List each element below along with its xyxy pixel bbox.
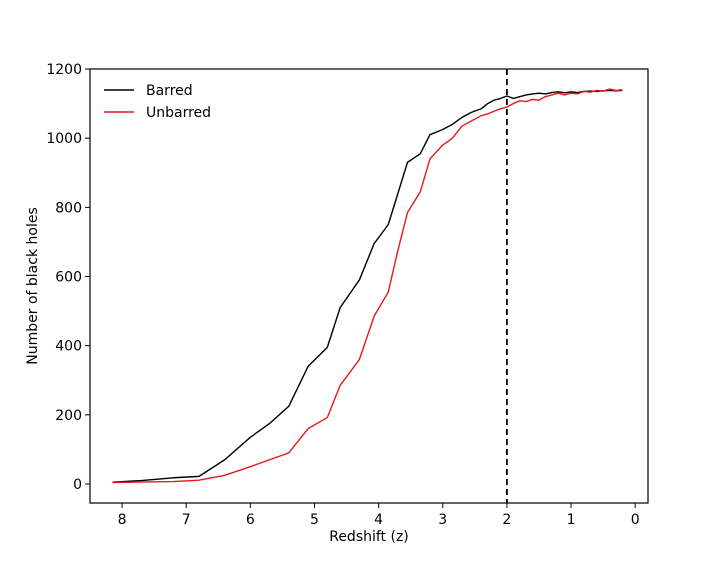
plot-frame: [89, 68, 649, 504]
x-tick-label: 4: [374, 512, 383, 528]
y-axis-title: Number of black holes: [25, 207, 41, 364]
series-lines: [112, 88, 623, 484]
y-tick-label: 0: [73, 477, 82, 493]
y-tick-label: 600: [55, 269, 82, 285]
x-tick-label: 0: [631, 512, 640, 528]
x-axis-title: Redshift (z): [329, 529, 409, 545]
series-line-unbarred: [112, 88, 623, 484]
x-tick-label: 6: [246, 512, 255, 528]
x-tick-label: 8: [118, 512, 127, 528]
y-axis: 0 200 400 600 800 1000 1200: [46, 62, 90, 493]
x-tick-label: 7: [182, 512, 191, 528]
x-axis: 8 7 6 5 4 3 2 1 0: [118, 503, 640, 528]
y-tick-label: 400: [55, 339, 82, 355]
legend-label-barred: Barred: [146, 83, 193, 99]
x-tick-label: 2: [502, 512, 511, 528]
x-tick-label: 1: [567, 512, 576, 528]
legend: Barred Unbarred: [104, 83, 211, 121]
x-tick-label: 5: [310, 512, 319, 528]
y-tick-label: 800: [55, 200, 82, 216]
y-tick-label: 1000: [46, 131, 82, 147]
y-tick-label: 1200: [46, 62, 82, 78]
legend-label-unbarred: Unbarred: [146, 105, 211, 121]
y-tick-label: 200: [55, 408, 82, 424]
series-line-barred: [112, 89, 623, 483]
x-tick-label: 3: [438, 512, 447, 528]
